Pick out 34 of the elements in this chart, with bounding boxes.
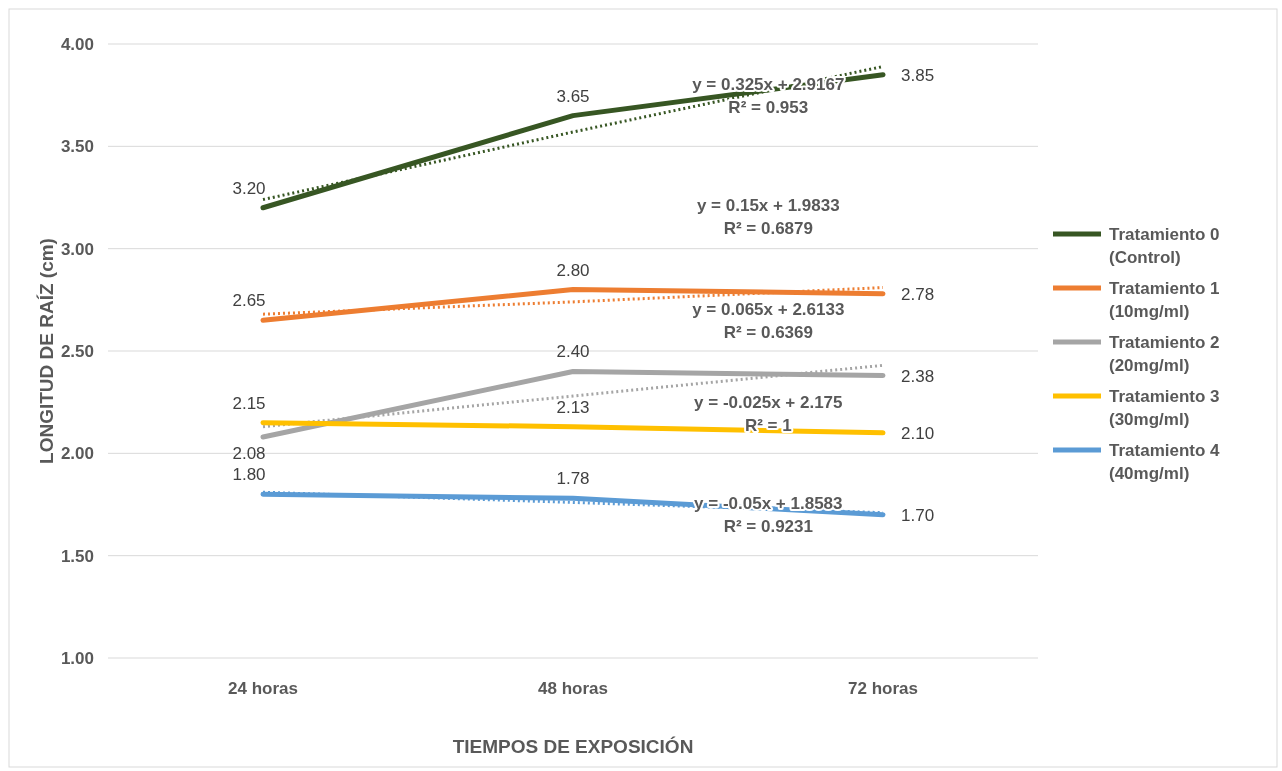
data-label: 2.08	[232, 443, 266, 463]
data-label: 3.85	[901, 65, 935, 85]
annotation: y = 0.065x + 2.6133 R² = 0.6369	[692, 300, 845, 342]
y-tick-label: 2.00	[60, 444, 94, 464]
x-tick-label: 48 horas	[538, 679, 608, 698]
y-tick-label: 3.50	[60, 137, 94, 157]
y-tick-label: 3.00	[60, 239, 94, 259]
legend-label: Tratamiento 2 (20mg/ml)	[1109, 333, 1220, 375]
legend-label: Tratamiento 1 (10mg/ml)	[1109, 279, 1220, 321]
data-label: 2.40	[556, 342, 590, 362]
y-tick-label: 1.00	[60, 649, 94, 668]
data-label: 1.70	[901, 505, 935, 525]
legend-label: Tratamiento 3 (30mg/ml)	[1109, 387, 1220, 429]
y-tick-label: 2.50	[60, 342, 94, 361]
data-label: 2.80	[556, 260, 590, 280]
x-tick-label: 72 horas	[848, 679, 918, 698]
data-label: 2.13	[556, 397, 590, 417]
data-label: 2.15	[232, 393, 266, 413]
data-label: 1.80	[232, 465, 266, 485]
data-label: 2.10	[901, 423, 935, 443]
y-axis-title: LONGITUD DE RAÍZ (cm)	[36, 238, 57, 464]
legend-label: Tratamiento 4 (40mg/ml)	[1109, 441, 1221, 483]
x-axis-title: TIEMPOS DE EXPOSICIÓN	[452, 736, 694, 757]
data-label: 3.65	[556, 86, 590, 106]
data-label: 2.65	[232, 291, 266, 311]
x-tick-label: 24 horas	[228, 679, 298, 698]
y-tick-label: 1.50	[60, 546, 94, 566]
data-label: 1.78	[556, 469, 590, 489]
legend-label: Tratamiento 0 (Control)	[1109, 225, 1220, 267]
annotation: y = 0.15x + 1.9833 R² = 0.6879	[696, 196, 840, 238]
data-label: 2.38	[901, 366, 935, 386]
data-label: 2.78	[901, 284, 935, 304]
y-tick-label: 4.00	[60, 35, 94, 54]
data-label: 3.20	[232, 178, 266, 198]
